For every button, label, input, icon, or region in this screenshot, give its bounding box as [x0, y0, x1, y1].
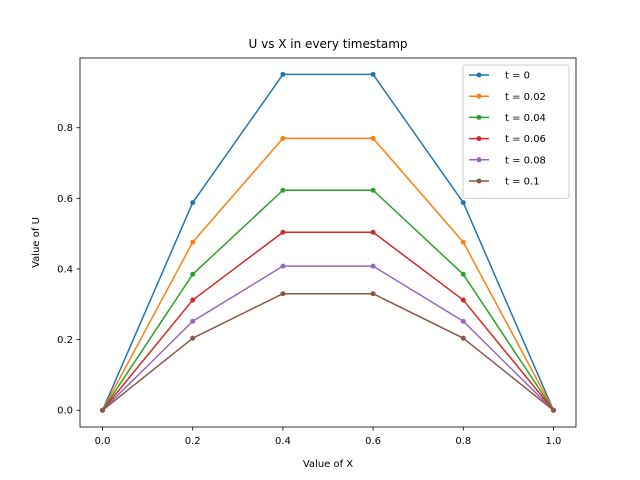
x-axis-label: Value of X: [303, 459, 353, 470]
data-point: [280, 291, 286, 297]
legend-label: t = 0.08: [505, 155, 546, 166]
data-point: [190, 335, 196, 341]
data-point: [460, 271, 466, 277]
legend-item: t = 0: [469, 71, 530, 82]
series-line: [102, 292, 554, 411]
x-tick-label: 0.0: [95, 436, 111, 447]
y-tick-label: 0.2: [57, 335, 73, 346]
data-point: [370, 291, 376, 297]
plot-frame: [79, 57, 577, 428]
data-point: [280, 135, 286, 141]
x-tick-label: 0.8: [455, 436, 471, 447]
data-point: [460, 239, 466, 245]
legend-marker: [476, 72, 482, 78]
data-point: [280, 187, 286, 193]
x-tick-label: 0.6: [365, 436, 381, 447]
data-point: [370, 263, 376, 269]
y-tick-label: 0.0: [57, 406, 73, 417]
data-point: [280, 229, 286, 235]
y-tick-label: 0.8: [57, 123, 73, 134]
legend-marker: [476, 93, 482, 99]
series-layer: [100, 71, 556, 413]
data-point: [280, 71, 286, 77]
x-tick-label: 1.0: [546, 436, 562, 447]
data-point: [280, 263, 286, 269]
x-tick-label: 0.4: [275, 436, 291, 447]
data-point: [370, 135, 376, 141]
data-point: [190, 239, 196, 245]
data-point: [550, 407, 556, 413]
legend-item: t = 0.04: [469, 113, 546, 124]
legend-item: t = 0.06: [469, 134, 546, 145]
data-point: [190, 200, 196, 206]
x-tick-label: 0.2: [185, 436, 201, 447]
legend-label: t = 0.04: [505, 113, 546, 124]
legend-marker: [476, 136, 482, 142]
data-point: [460, 200, 466, 206]
y-axis-label: Value of U: [31, 217, 42, 268]
x-axis-ticks: 0.0 0.2 0.4 0.6 0.8 1.0: [95, 427, 562, 447]
series-line: [101, 73, 555, 411]
legend-item: t = 0.1: [469, 177, 540, 188]
data-point: [370, 229, 376, 235]
data-point: [190, 318, 196, 324]
y-axis-ticks: 0.0 0.2 0.4 0.6 0.8: [57, 123, 80, 417]
legend-marker: [476, 157, 482, 163]
y-tick-label: 0.4: [57, 264, 73, 275]
series-line: [101, 137, 555, 411]
legend-item: t = 0.02: [469, 92, 546, 103]
legend: t = 0 t = 0.02 t = 0.04 t = 0.06 t = 0.08 t =…: [462, 64, 570, 199]
chart-title: U vs X in every timestamp: [249, 37, 408, 51]
legend-marker: [476, 178, 482, 184]
series-line: [102, 265, 554, 411]
data-point: [190, 271, 196, 277]
legend-marker: [476, 114, 482, 120]
data-point: [370, 187, 376, 193]
data-point: [190, 297, 196, 303]
legend-item: t = 0.08: [469, 155, 546, 166]
data-point: [370, 71, 376, 77]
series-line: [101, 189, 555, 411]
y-tick-label: 0.6: [57, 194, 73, 205]
legend-label: t = 0.1: [505, 177, 540, 188]
data-point: [100, 407, 106, 413]
legend-label: t = 0.02: [505, 92, 546, 103]
legend-label: t = 0.06: [505, 134, 546, 145]
legend-frame: [462, 64, 570, 199]
series-5: [100, 291, 556, 413]
data-point: [460, 335, 466, 341]
series-2: [100, 187, 556, 413]
data-point: [460, 297, 466, 303]
data-point: [460, 318, 466, 324]
legend-label: t = 0: [505, 71, 530, 82]
series-line: [101, 231, 555, 411]
